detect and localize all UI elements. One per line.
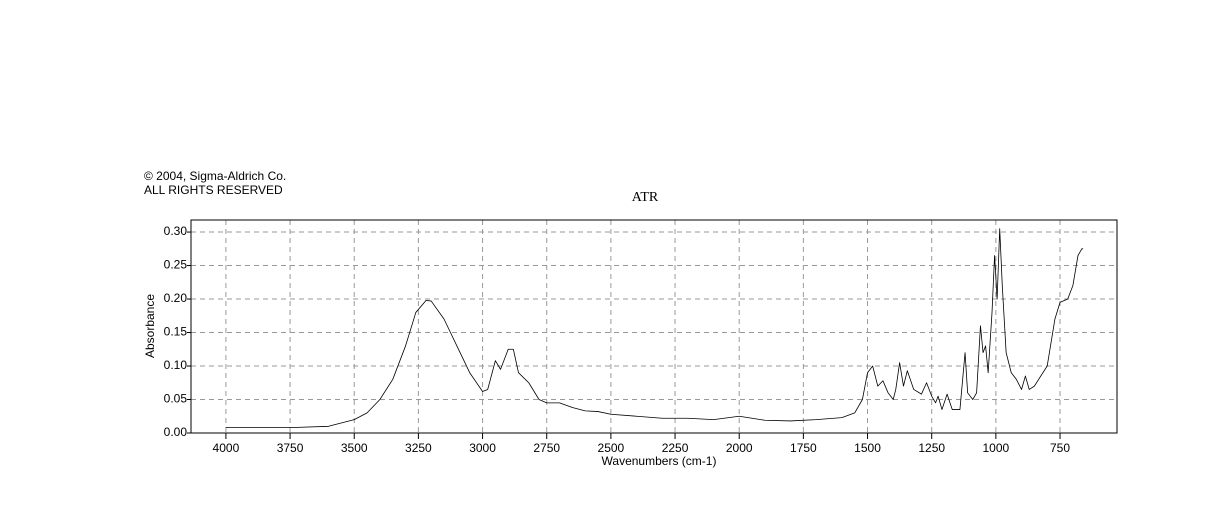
x-axis-label: Wavenumbers (cm-1) (602, 454, 717, 468)
x-tick-label: 1750 (790, 441, 817, 455)
x-tick-label: 2500 (598, 441, 625, 455)
y-tick-label: 0.05 (164, 392, 188, 406)
x-tick-label: 3250 (405, 441, 432, 455)
y-tick-label: 0.25 (164, 258, 188, 272)
x-tick-label: 3750 (277, 441, 304, 455)
x-tick-label: 3500 (341, 441, 368, 455)
x-tick-label: 1500 (854, 441, 881, 455)
y-tick-label: 0.10 (164, 358, 188, 372)
copyright: © 2004, Sigma-Aldrich Co. (144, 169, 286, 183)
y-tick-label: 0.15 (164, 325, 188, 339)
x-tick-label: 1250 (918, 441, 945, 455)
x-tick-label: 1000 (983, 441, 1010, 455)
y-tick-label: 0.20 (164, 291, 188, 305)
y-tick-label: 0.30 (164, 224, 188, 238)
y-tick-label: 0.00 (164, 425, 188, 439)
x-tick-label: 3000 (469, 441, 496, 455)
copyright: ALL RIGHTS RESERVED (144, 183, 283, 197)
x-tick-label: 2000 (726, 441, 753, 455)
y-axis-label: Absorbance (143, 294, 157, 358)
chart-title: ATR (632, 190, 659, 205)
plot-frame (190, 219, 1118, 434)
spectrum-line (225, 228, 1084, 429)
x-tick-label: 4000 (213, 441, 240, 455)
x-tick-label: 750 (1050, 441, 1070, 455)
x-tick-label: 2750 (533, 441, 560, 455)
x-tick-label: 2250 (662, 441, 689, 455)
